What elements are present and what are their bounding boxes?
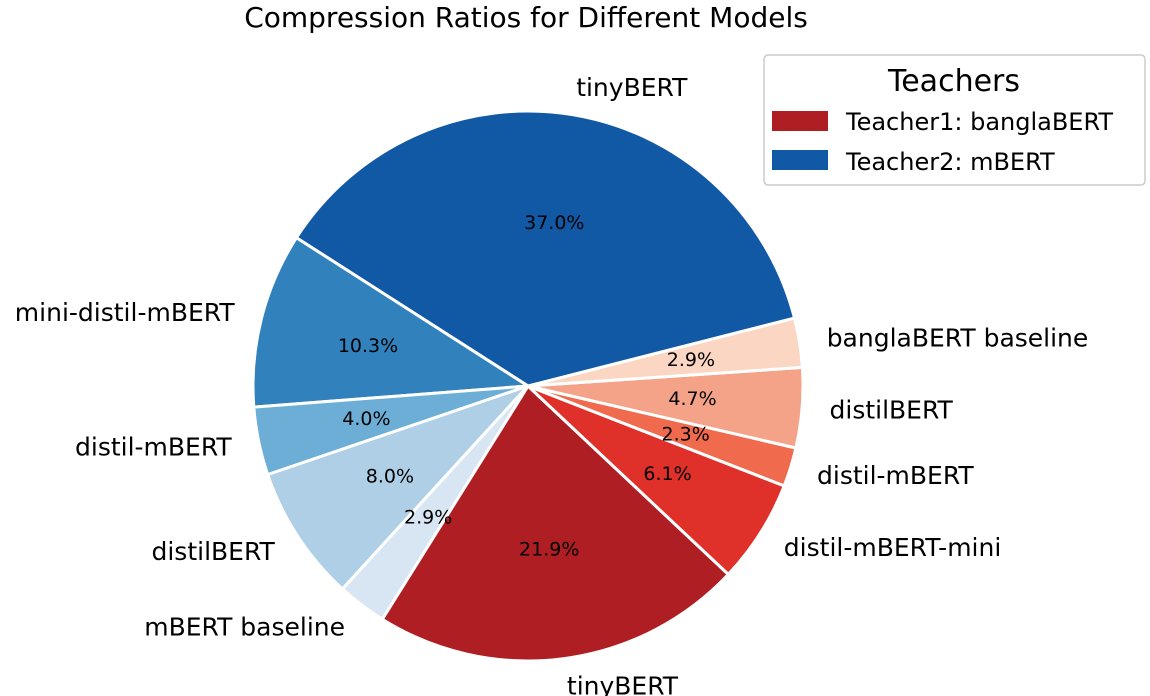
pie-slices	[251, 109, 805, 663]
pct-label-teacher2-tinybert: 37.0%	[524, 212, 584, 234]
pct-label-teacher1-banglabert-baseline: 2.9%	[667, 349, 715, 371]
legend: Teachers Teacher1: banglaBERT Teacher2: …	[763, 54, 1146, 186]
pct-label-teacher1-distil-mbert: 2.3%	[662, 424, 710, 446]
pie-slice-teacher2-mbert-baseline	[340, 384, 530, 621]
slice-label-teacher2-distilbert: distilBERT	[151, 537, 275, 566]
slice-label-teacher2-mini-distil-mbert: mini-distil-mBERT	[15, 298, 236, 327]
pct-label-teacher1-distilbert: 4.7%	[668, 388, 716, 410]
percentage-labels: 21.9% 6.1% 2.3% 4.7% 2.9% 37.0% 10.3% 4.0% 8.0% 2…	[338, 212, 717, 560]
slice-labels: tinyBERT distil-mBERT-mini distil-mBERT dis…	[15, 73, 1089, 696]
slice-label-teacher1-tinybert: tinyBERT	[567, 672, 679, 696]
pct-label-teacher1-tinybert: 21.9%	[519, 539, 579, 561]
slice-label-teacher2-distil-mbert: distil-mBERT	[75, 432, 232, 461]
slice-label-teacher1-distil-mbert: distil-mBERT	[817, 461, 974, 490]
pct-label-teacher1-distil-mbert-mini: 6.1%	[643, 463, 691, 485]
legend-label-teacher1: Teacher1: banglaBERT	[845, 108, 1113, 136]
legend-swatch-teacher1	[772, 111, 828, 131]
pie-slice-teacher2-distilbert	[266, 384, 530, 591]
pie-slice-teacher2-mini-distil-mbert	[251, 236, 530, 409]
slice-label-teacher2-tinybert: tinyBERT	[576, 73, 688, 102]
legend-swatch-teacher2	[772, 150, 828, 170]
pie-slice-teacher1-tinybert	[380, 384, 730, 663]
legend-title: Teachers	[887, 64, 1020, 99]
pct-label-teacher2-mini-distil-mbert: 10.3%	[338, 335, 398, 357]
slice-label-teacher2-mbert-baseline: mBERT baseline	[144, 612, 345, 641]
slice-label-teacher1-banglabert-baseline: banglaBERT baseline	[827, 324, 1089, 353]
slice-label-teacher1-distilbert: distilBERT	[830, 396, 954, 425]
pct-label-teacher2-distilbert: 8.0%	[366, 465, 414, 487]
legend-label-teacher2: Teacher2: mBERT	[845, 148, 1055, 176]
chart-title: Compression Ratios for Different Models	[244, 1, 808, 34]
pct-label-teacher2-distil-mbert: 4.0%	[342, 408, 390, 430]
legend-box	[763, 54, 1146, 186]
slice-label-teacher1-distil-mbert-mini: distil-mBERT-mini	[784, 533, 1002, 562]
pct-label-teacher2-mbert-baseline: 2.9%	[404, 506, 452, 528]
